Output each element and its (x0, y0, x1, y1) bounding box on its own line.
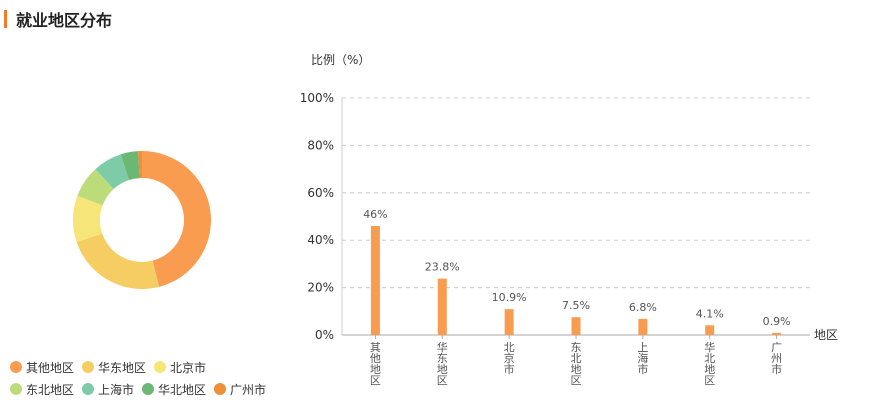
y-tick-label: 80% (307, 138, 334, 152)
bar-value-label: 7.5% (562, 299, 590, 312)
donut-slice-7[interactable] (138, 151, 142, 179)
legend-swatch (82, 383, 95, 395)
legend-label: 上海市 (98, 382, 135, 397)
y-tick-label: 100% (300, 91, 334, 105)
y-axis-label: 比例（%） (311, 53, 370, 67)
bar-value-label: 10.9% (492, 291, 527, 304)
bar-1[interactable] (370, 225, 380, 335)
x-axis-label: 地区 (814, 328, 838, 342)
y-tick-label: 60% (307, 186, 334, 200)
bar-6[interactable] (705, 325, 715, 335)
bar-4[interactable] (571, 317, 581, 335)
x-tick-label: 华东地区 (437, 340, 448, 387)
donut-slice-4[interactable] (77, 169, 114, 206)
y-tick-label: 0% (315, 328, 334, 342)
donut-slice-6[interactable] (120, 151, 140, 181)
section-title: 就业地区分布 (16, 11, 113, 30)
y-tick-label: 20% (307, 281, 334, 295)
bar-7[interactable] (772, 332, 782, 335)
x-tick-label: 广州市 (771, 341, 782, 376)
donut-slice-2[interactable] (76, 233, 160, 289)
legend-swatch (214, 383, 227, 395)
legend-item[interactable]: 北京市 (154, 359, 206, 376)
bar-value-label: 0.9% (763, 315, 791, 328)
bar-value-label: 23.8% (425, 261, 460, 274)
donut-slice-3[interactable] (73, 195, 103, 243)
section-header: 就业地区分布 (0, 6, 112, 32)
legend-label: 北京市 (170, 360, 207, 375)
legend-row: 其他地区 华东地区 北京市 (10, 356, 300, 378)
legend-item[interactable]: 东北地区 (10, 381, 74, 398)
header-accent-bar (4, 10, 7, 28)
legend-label: 东北地区 (26, 382, 75, 397)
donut-chart (73, 151, 212, 289)
bar-5[interactable] (638, 318, 648, 335)
legend-item[interactable]: 上海市 (82, 381, 134, 398)
legend-label: 华东地区 (98, 360, 147, 375)
x-tick-label: 其他地区 (370, 341, 381, 387)
legend-swatch (154, 361, 167, 373)
bar-3[interactable] (504, 309, 514, 335)
legend-swatch (10, 361, 22, 373)
y-tick-label: 40% (307, 233, 334, 247)
x-tick-label: 东北地区 (571, 341, 582, 387)
legend-label: 广州市 (230, 382, 267, 397)
legend-swatch (10, 383, 22, 395)
legend-item[interactable]: 华北地区 (142, 381, 206, 398)
legend-swatch (142, 383, 155, 395)
bar-2[interactable] (437, 278, 447, 335)
x-tick-label: 华北地区 (704, 340, 715, 387)
bar-value-label: 4.1% (696, 307, 724, 320)
legend-item[interactable]: 其他地区 (10, 359, 74, 376)
legend-swatch (82, 361, 95, 373)
legend-label: 其他地区 (26, 360, 75, 375)
legend-label: 华北地区 (158, 382, 207, 397)
bar-chart: 比例（%） 0% 20% 40% 60% 80% 100% 地区 46% 其他地区 23.8% 华东地… (300, 53, 838, 387)
donut-legend: 其他地区 华东地区 北京市东北地区 上海市 华北地区 广州市 (10, 356, 300, 400)
legend-row: 东北地区 上海市 华北地区 广州市 (10, 378, 300, 400)
legend-item[interactable]: 广州市 (214, 381, 266, 398)
donut-slice-5[interactable] (95, 154, 130, 190)
legend-item[interactable]: 华东地区 (82, 359, 146, 376)
bar-value-label: 6.8% (629, 301, 657, 314)
x-tick-label: 北京市 (504, 341, 515, 376)
donut-slice-1[interactable] (142, 151, 212, 287)
x-tick-label: 上海市 (637, 341, 648, 376)
bar-value-label: 46% (363, 208, 387, 221)
